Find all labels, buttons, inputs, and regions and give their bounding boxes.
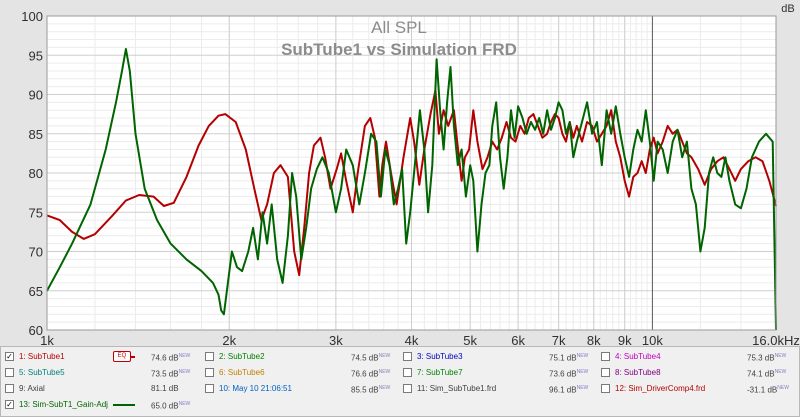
legend-label: 3: SubTube3 [417,352,463,361]
legend-item[interactable]: 11: Sim_SubTube1.frd 96.1 dBNEW [399,380,595,397]
legend-label: 4: SubTube4 [615,352,661,361]
x-tick-label: 2k [222,333,236,346]
legend-value: 76.6 dBNEW [351,369,391,379]
legend-new-tag: NEW [178,369,191,375]
legend-new-tag: NEW [576,369,589,375]
legend-checkbox[interactable] [205,384,214,393]
legend-label: 10: May 10 21:06:51 [219,384,292,393]
legend-new-tag: NEW [576,353,589,359]
legend-checkbox[interactable] [403,352,412,361]
y-tick-label: 70 [29,245,43,260]
legend-new-tag: NEW [178,401,191,407]
legend-label: 5: SubTube5 [19,368,65,377]
spl-chart: All SPL SubTube1 vs Simulation FRD 60 65 70 7… [21,3,800,346]
legend-label: 8: SubTube8 [615,368,661,377]
x-tick-label: 7k [552,333,566,346]
legend-value: 75.1 dBNEW [549,353,589,363]
legend-value: 74.6 dBNEW [151,353,191,363]
chart-area: All SPL SubTube1 vs Simulation FRD 60 65 70 7… [21,3,800,346]
legend-value: 73.6 dBNEW [549,369,589,379]
legend-label: 1: SubTube1 [19,352,65,361]
y-tick-label: 65 [29,284,43,299]
legend-label: 13: Sim-SubT1_Gain-Adj [19,400,108,409]
legend-value: 96.1 dBNEW [549,385,589,395]
y-tick-label: 85 [29,127,43,142]
legend-value: -31.1 dBNEW [747,385,789,395]
legend-value: 74.1 dBNEW [747,369,787,379]
x-tick-label: 16.0kHz [752,333,800,346]
legend-checkbox[interactable] [601,352,610,361]
legend-label: 9: Axial [19,384,45,393]
legend-item[interactable]: 9: Axial 81.1 dB [1,380,197,397]
legend-checkbox[interactable] [601,368,610,377]
chart-subtitle: SubTube1 vs Simulation FRD [281,40,517,59]
y-tick-label: 100 [21,9,43,24]
legend-new-tag: NEW [777,385,789,391]
x-tick-label: 8k [587,333,601,346]
legend-checkbox[interactable] [5,368,14,377]
x-tick-label: 10k [642,333,663,346]
legend-label: 7: SubTube7 [417,368,463,377]
legend-checkbox[interactable] [205,352,214,361]
legend-new-tag: NEW [774,369,787,375]
y-axis-label: dB [781,3,794,15]
legend-value: 65.0 dBNEW [151,401,191,411]
legend-checkbox[interactable] [205,368,214,377]
legend-label: 2: SubTube2 [219,352,265,361]
legend-label: 6: SubTube6 [219,368,265,377]
legend-checkbox[interactable] [5,384,14,393]
legend-checkbox[interactable] [403,384,412,393]
y-tick-label: 95 [29,48,43,63]
legend-checkbox[interactable] [601,384,610,393]
legend-checkbox[interactable]: ✓ [5,400,14,409]
legend-checkbox[interactable]: ✓ [5,352,14,361]
x-tick-label: 6k [511,333,525,346]
chart-title: All SPL [371,18,427,37]
legend-item[interactable]: 3: SubTube3 75.1 dBNEW [399,348,595,365]
legend-new-tag: NEW [378,369,391,375]
x-tick-label: 9k [618,333,632,346]
legend-item[interactable]: ✓ 1: SubTube1 EQ 74.6 dBNEW [1,348,197,365]
legend-value: 75.3 dBNEW [747,353,787,363]
x-tick-label: 4k [405,333,419,346]
plot-frame [46,15,777,331]
legend-new-tag: NEW [178,353,191,359]
legend-line-swatch [113,404,135,406]
y-tick-label: 60 [29,323,43,338]
legend-item[interactable]: 4: SubTube4 75.3 dBNEW [597,348,797,365]
legend-label: 12: Sim_DriverComp4.frd [615,384,706,393]
legend-item[interactable]: 8: SubTube8 74.1 dBNEW [597,364,797,381]
legend-item[interactable]: ✓ 13: Sim-SubT1_Gain-Adj 65.0 dBNEW [1,396,197,413]
legend-item[interactable]: 7: SubTube7 73.6 dBNEW [399,364,595,381]
legend-item[interactable]: 5: SubTube5 73.5 dBNEW [1,364,197,381]
eq-indicator[interactable]: EQ [113,351,131,362]
legend-new-tag: NEW [378,353,391,359]
legend-new-tag: NEW [378,385,391,391]
legend-panel: ✓ 1: SubTube1 EQ 74.6 dBNEW 2: SubTube2 74.5 … [0,346,800,417]
legend-new-tag: NEW [774,353,787,359]
y-tick-label: 75 [29,205,43,220]
x-tick-label: 1k [40,333,54,346]
x-tick-label: 5k [463,333,477,346]
legend-item[interactable]: 12: Sim_DriverComp4.frd -31.1 dBNEW [597,380,797,397]
legend-label: 11: Sim_SubTube1.frd [417,384,497,393]
legend-value: 85.5 dBNEW [351,385,391,395]
legend-value: 81.1 dB [151,384,179,393]
legend-item[interactable]: 10: May 10 21:06:51 85.5 dBNEW [201,380,397,397]
series-line-2 [46,48,777,331]
legend-item[interactable]: 6: SubTube6 76.6 dBNEW [201,364,397,381]
legend-checkbox[interactable] [403,368,412,377]
legend-item[interactable]: 2: SubTube2 74.5 dBNEW [201,348,397,365]
y-tick-label: 80 [29,166,43,181]
x-tick-label: 3k [329,333,343,346]
legend-new-tag: NEW [576,385,589,391]
legend-value: 73.5 dBNEW [151,369,191,379]
y-tick-label: 90 [29,88,43,103]
legend-value: 74.5 dBNEW [351,353,391,363]
